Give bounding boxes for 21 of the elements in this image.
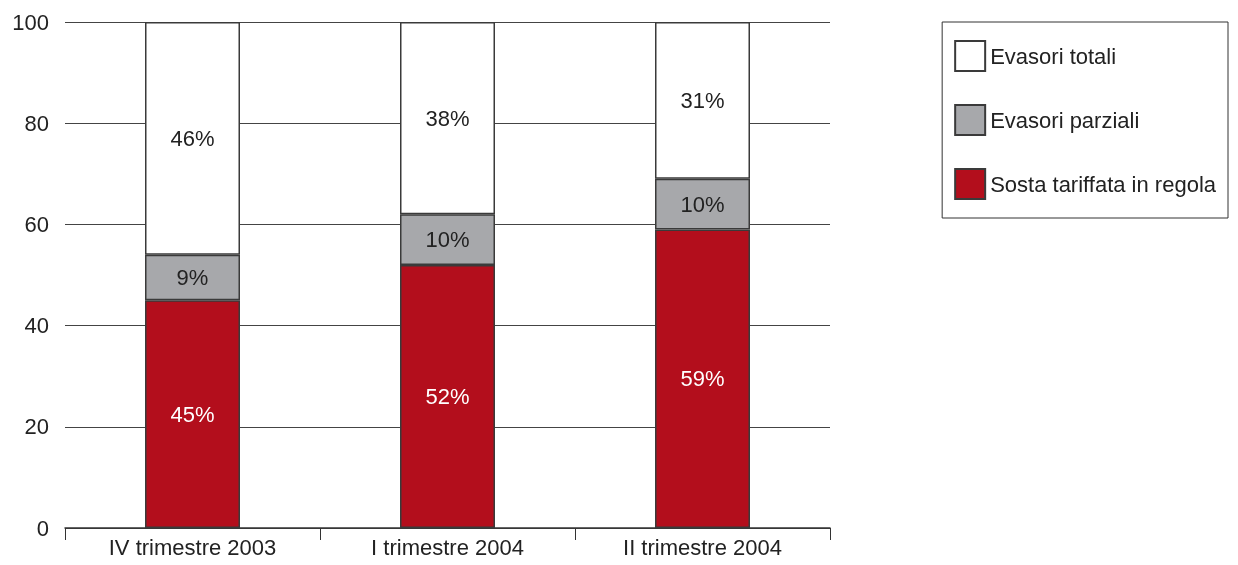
data-label: 45% — [170, 401, 215, 427]
data-label: 9% — [176, 265, 209, 291]
data-label: 10% — [425, 227, 470, 253]
x-tick-label: II trimestre 2004 — [623, 534, 782, 560]
y-tick-label: 100 — [12, 9, 49, 35]
y-tick-label: 40 — [24, 313, 49, 339]
data-label: 31% — [680, 87, 725, 113]
data-label: 46% — [170, 125, 215, 151]
data-label: 59% — [680, 366, 725, 392]
y-tick-label: 0 — [36, 515, 49, 541]
y-tick-label: 80 — [24, 110, 49, 136]
data-label: 52% — [425, 383, 470, 409]
data-label: 10% — [680, 191, 725, 217]
y-tick-label: 20 — [24, 414, 49, 440]
legend-label: Evasori parziali — [990, 107, 1140, 133]
data-label: 38% — [425, 105, 470, 131]
x-tick-label: IV trimestre 2003 — [108, 534, 277, 560]
y-tick-label: 60 — [24, 211, 49, 237]
legend-label: Sosta tariffata in regola — [990, 171, 1217, 197]
x-tick-label: I trimestre 2004 — [371, 534, 524, 560]
legend-label: Evasori totali — [990, 43, 1117, 69]
